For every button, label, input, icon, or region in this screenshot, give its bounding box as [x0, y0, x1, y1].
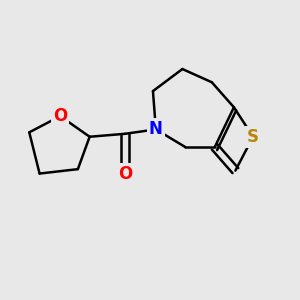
Text: O: O [118, 165, 132, 183]
Text: O: O [53, 107, 67, 125]
Text: N: N [149, 120, 163, 138]
Text: S: S [247, 128, 259, 146]
